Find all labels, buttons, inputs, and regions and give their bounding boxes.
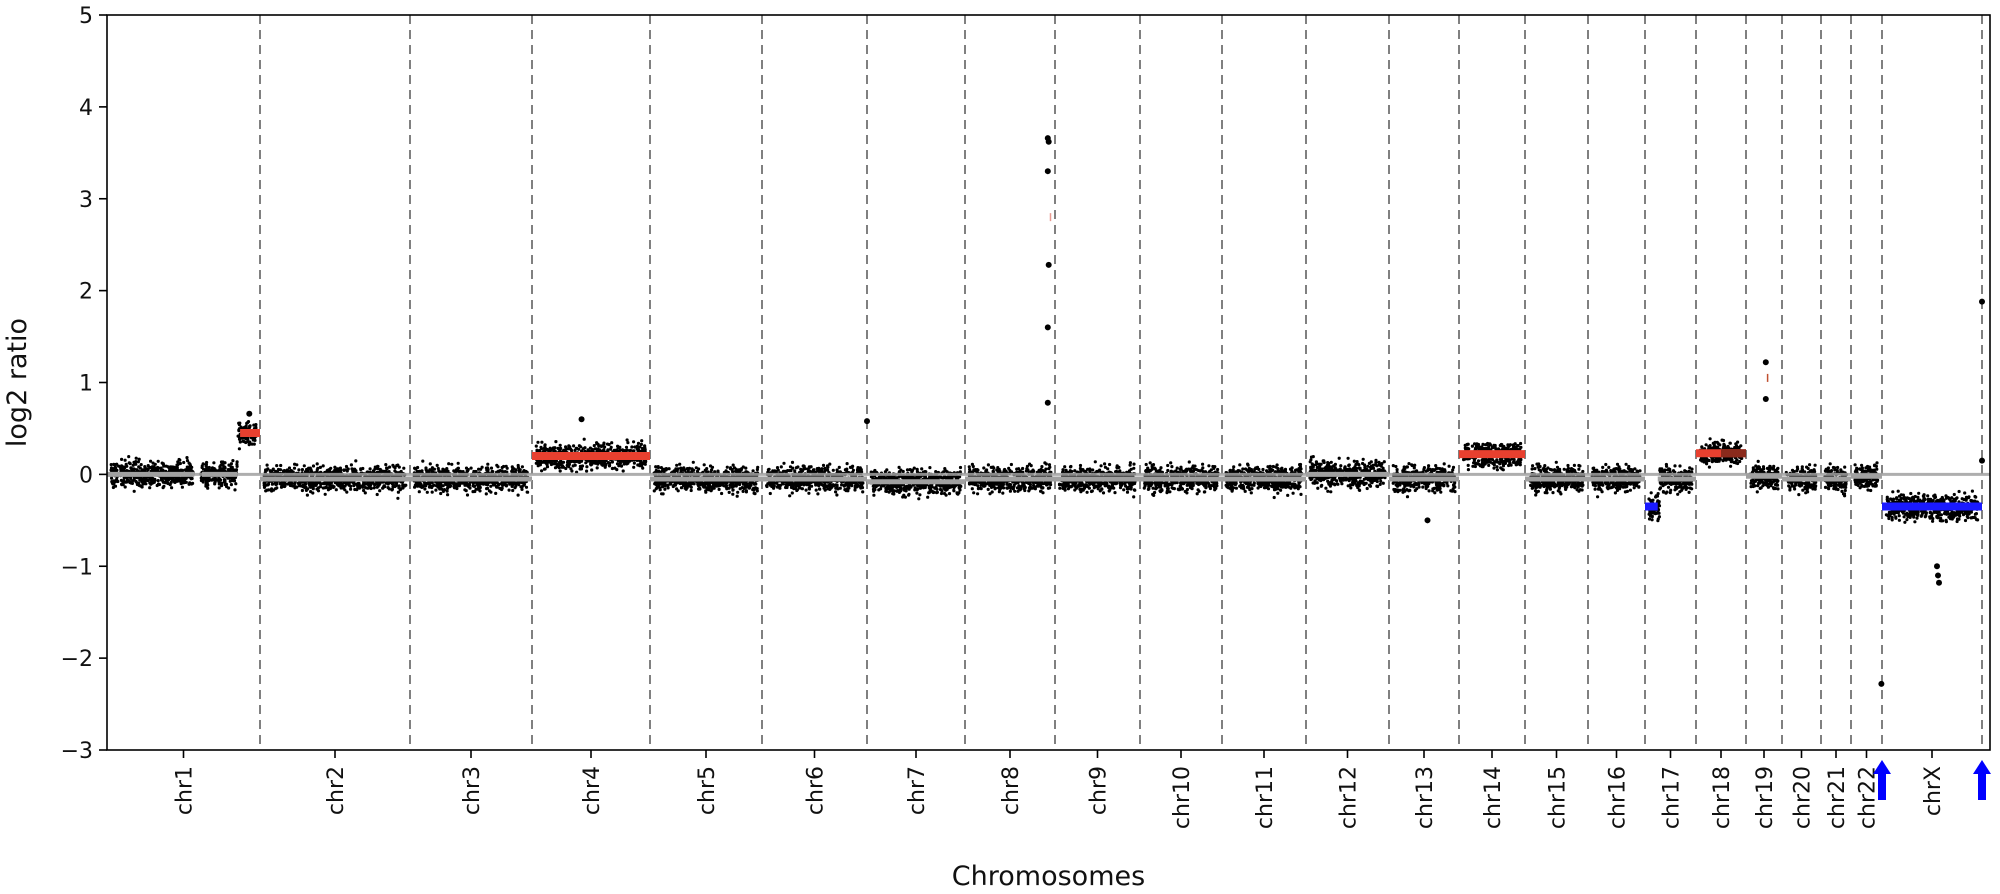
y-tick-label: 0	[79, 463, 93, 488]
x-tick-label-chr22: chr22	[1856, 766, 1881, 829]
outlier-point-chr13	[1425, 517, 1431, 523]
y-axis-title: log2 ratio	[2, 318, 33, 447]
x-tick-label-chr5: chr5	[695, 766, 720, 815]
x-tick-label-chr15: chr15	[1546, 766, 1571, 829]
x-tick-label-chr19: chr19	[1753, 766, 1778, 829]
x-tick-label-chr10: chr10	[1170, 766, 1195, 829]
x-tick-label-chr2: chr2	[324, 766, 349, 815]
x-tick-label-chr7: chr7	[905, 766, 930, 815]
outlier-point-chr8	[1046, 139, 1052, 145]
y-tick-label: 4	[79, 96, 93, 121]
outlier-point-chr8	[1045, 168, 1051, 174]
x-tick-label-chr3: chr3	[460, 766, 485, 815]
x-tick-label-chr20: chr20	[1791, 766, 1816, 829]
y-tick-label: −3	[61, 739, 93, 764]
outlier-point-chr8	[1046, 262, 1052, 268]
y-tick-label: 3	[79, 188, 93, 213]
outlier-point-chrX	[1979, 458, 1985, 464]
outlier-point-chr19	[1763, 396, 1769, 402]
x-tick-label-chr21: chr21	[1825, 766, 1850, 829]
y-tick-label: −1	[61, 555, 93, 580]
y-tick-label: −2	[61, 647, 93, 672]
x-tick-label-chr12: chr12	[1337, 766, 1362, 829]
y-tick-label: 2	[79, 280, 93, 305]
outlier-point-chr1	[246, 411, 252, 417]
outlier-point-chr22	[1878, 681, 1884, 687]
x-tick-label-chr9: chr9	[1087, 766, 1112, 815]
x-tick-label-chr8: chr8	[999, 766, 1024, 815]
x-tick-label-chr11: chr11	[1253, 766, 1278, 829]
outlier-point-chrX	[1936, 580, 1942, 586]
x-tick-label-chr17: chr17	[1660, 766, 1685, 829]
x-tick-label-chr1: chr1	[173, 766, 198, 815]
x-tick-label-chr14: chr14	[1481, 766, 1506, 829]
outlier-point-chrX	[1934, 563, 1940, 569]
outlier-point-chrX	[1979, 299, 1985, 305]
outlier-point-chr19	[1763, 359, 1769, 365]
outlier-point-chr7	[864, 418, 870, 424]
x-tick-label-chr13: chr13	[1413, 766, 1438, 829]
x-tick-label-chr16: chr16	[1606, 766, 1631, 829]
x-tick-label-chr4: chr4	[580, 766, 605, 815]
x-tick-label-chr6: chr6	[804, 766, 829, 815]
x-axis-title: Chromosomes	[952, 861, 1145, 892]
y-tick-label: 1	[79, 372, 93, 397]
outlier-point-chrX	[1935, 572, 1941, 578]
x-tick-label-chrX: chrX	[1921, 766, 1946, 816]
y-tick-label: 5	[79, 4, 93, 29]
outlier-point-chr4	[579, 416, 585, 422]
outlier-point-chr8	[1045, 324, 1051, 330]
outlier-point-chr8	[1045, 400, 1051, 406]
x-tick-label-chr18: chr18	[1710, 766, 1735, 829]
